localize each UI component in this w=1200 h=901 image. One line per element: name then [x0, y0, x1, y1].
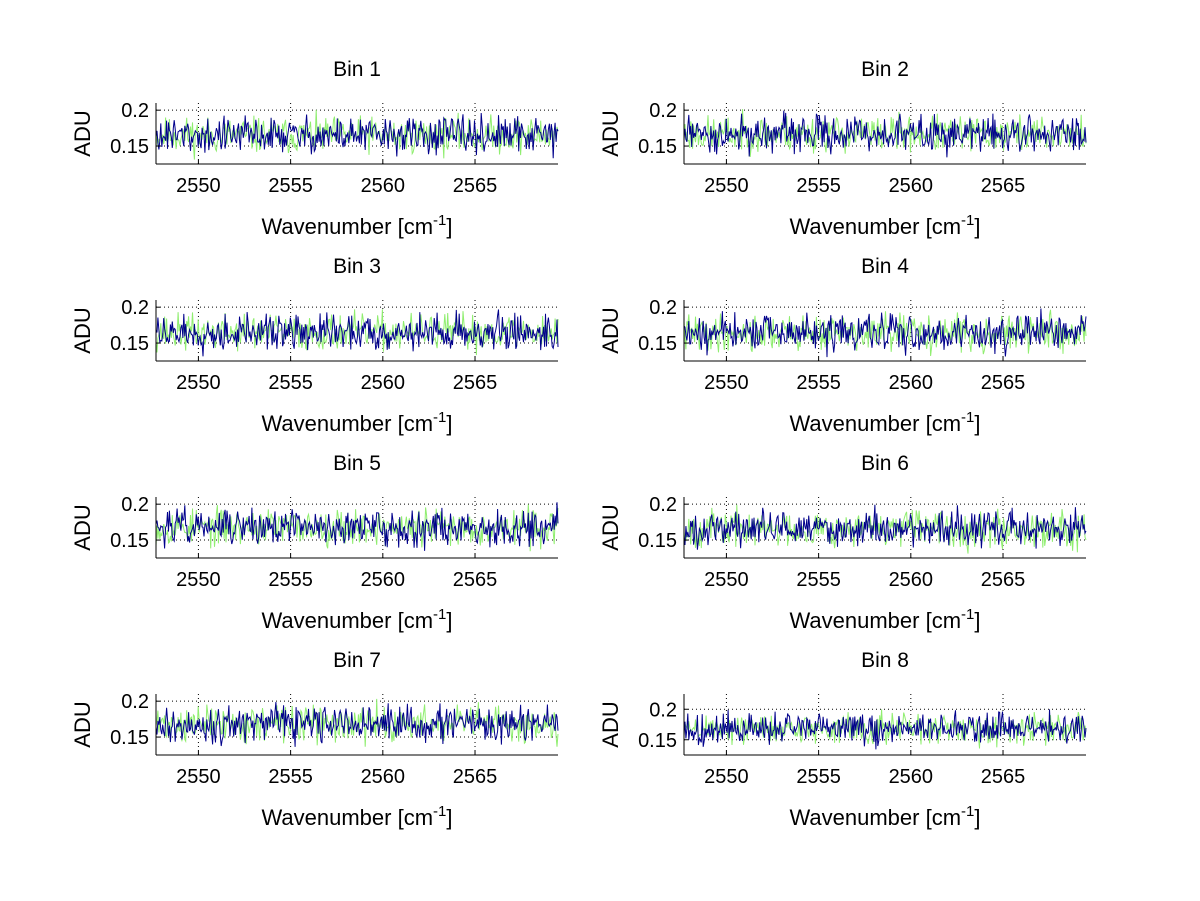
- bin-4-subplot: 2550 2555 2560 2565 0.15 0.2 Bin 4 Wavenumber […: [598, 255, 1087, 436]
- bin-7-y-label: ADU: [70, 701, 95, 747]
- bin-8-y-tick-label: 0.2: [649, 699, 677, 721]
- bin-5-x-tick-label: 2565: [453, 569, 498, 591]
- bin-8-subplot: 2550 2555 2560 2565 0.15 0.2 Bin 8 Wavenumber […: [598, 649, 1087, 830]
- bin-6-y-tick-label: 0.15: [638, 530, 677, 552]
- bin-6-series-blue: [683, 504, 1087, 550]
- bin-6-title: Bin 6: [861, 452, 909, 475]
- bin-4-title: Bin 4: [861, 255, 909, 278]
- bin-3-x-tick-label: 2550: [176, 372, 221, 394]
- bin-5-x-tick-label: 2560: [361, 569, 406, 591]
- bin-4-x-tick-label: 2560: [889, 372, 934, 394]
- bin-1-x-tick-label: 2550: [176, 175, 221, 197]
- bin-3-x-tick-label: 2565: [453, 372, 498, 394]
- bin-6-x-label: Wavenumber [cm-1]: [789, 606, 980, 633]
- bin-1-series-blue: [155, 112, 559, 159]
- bin-6-x-tick-label: 2550: [704, 569, 749, 591]
- bin-8-x-tick-label: 2550: [704, 766, 749, 788]
- bin-5-series-blue: [155, 502, 559, 551]
- bin-1-x-tick-label: 2555: [268, 175, 313, 197]
- bin-1-title: Bin 1: [333, 58, 381, 81]
- bin-2-x-tick-label: 2565: [981, 175, 1026, 197]
- bin-2-x-label: Wavenumber [cm-1]: [789, 212, 980, 239]
- bin-7-series-blue: [155, 702, 559, 747]
- bin-4-x-tick-label: 2550: [704, 372, 749, 394]
- bin-8-x-tick-label: 2560: [889, 766, 934, 788]
- bin-1-x-label: Wavenumber [cm-1]: [261, 212, 452, 239]
- bin-8-x-label: Wavenumber [cm-1]: [789, 803, 980, 830]
- bin-4-x-tick-label: 2565: [981, 372, 1026, 394]
- bin-5-x-tick-label: 2555: [268, 569, 313, 591]
- bin-6-y-label: ADU: [598, 504, 623, 550]
- bin-1-x-tick-label: 2560: [361, 175, 406, 197]
- bin-6-subplot: 2550 2555 2560 2565 0.15 0.2 Bin 6 Wavenumber […: [598, 452, 1087, 633]
- bin-8-x-tick-label: 2555: [796, 766, 841, 788]
- bin-2-y-tick-label: 0.15: [638, 136, 677, 158]
- bin-2-x-tick-label: 2550: [704, 175, 749, 197]
- bin-5-y-tick-label: 0.15: [110, 530, 149, 552]
- bin-6-x-tick-label: 2565: [981, 569, 1026, 591]
- bin-8-series-blue: [683, 709, 1087, 750]
- bin-6-y-tick-label: 0.2: [649, 494, 677, 516]
- bin-2-subplot: 2550 2555 2560 2565 0.15 0.2 Bin 2 Wavenumber […: [598, 58, 1087, 239]
- bin-5-x-label: Wavenumber [cm-1]: [261, 606, 452, 633]
- bin-4-x-tick-label: 2555: [796, 372, 841, 394]
- bin-7-x-label: Wavenumber [cm-1]: [261, 803, 452, 830]
- bin-3-y-label: ADU: [70, 307, 95, 353]
- bin-7-x-tick-label: 2565: [453, 766, 498, 788]
- bin-1-y-label: ADU: [70, 110, 95, 156]
- bin-7-x-tick-label: 2550: [176, 766, 221, 788]
- bin-2-series-blue: [683, 110, 1087, 158]
- bin-2-y-label: ADU: [598, 110, 623, 156]
- bin-2-title: Bin 2: [861, 58, 909, 81]
- bin-1-x-tick-label: 2565: [453, 175, 498, 197]
- bin-7-subplot: 2550 2555 2560 2565 0.15 0.2 Bin 7 Wavenumber […: [70, 649, 559, 830]
- bin-4-x-label: Wavenumber [cm-1]: [789, 409, 980, 436]
- bin-8-x-tick-label: 2565: [981, 766, 1026, 788]
- bin-2-x-tick-label: 2560: [889, 175, 934, 197]
- bin-8-y-tick-label: 0.15: [638, 730, 677, 752]
- bin-3-title: Bin 3: [333, 255, 381, 278]
- bin-2-x-tick-label: 2555: [796, 175, 841, 197]
- bin-3-series-blue: [155, 309, 559, 357]
- bin-3-y-tick-label: 0.15: [110, 333, 149, 355]
- bin-6-x-tick-label: 2560: [889, 569, 934, 591]
- bin-7-x-tick-label: 2560: [361, 766, 406, 788]
- bin-5-x-tick-label: 2550: [176, 569, 221, 591]
- bin-1-y-tick-label: 0.15: [110, 136, 149, 158]
- bin-8-title: Bin 8: [861, 649, 909, 672]
- bin-1-y-tick-label: 0.2: [121, 100, 149, 122]
- bin-7-y-tick-label: 0.15: [110, 727, 149, 749]
- bin-7-y-tick-label: 0.2: [121, 691, 149, 713]
- bin-3-x-tick-label: 2555: [268, 372, 313, 394]
- bin-3-subplot: 2550 2555 2560 2565 0.15 0.2 Bin 3 Wavenumber […: [70, 255, 559, 436]
- bin-3-x-label: Wavenumber [cm-1]: [261, 409, 452, 436]
- bin-7-title: Bin 7: [333, 649, 381, 672]
- bin-2-y-tick-label: 0.2: [649, 100, 677, 122]
- bin-1-subplot: 2550 2555 2560 2565 0.15 0.2 Bin 1 Wavenumber […: [70, 58, 559, 239]
- bin-5-title: Bin 5: [333, 452, 381, 475]
- bin-3-x-tick-label: 2560: [361, 372, 406, 394]
- bin-8-y-label: ADU: [598, 701, 623, 747]
- bin-7-x-tick-label: 2555: [268, 766, 313, 788]
- bin-4-y-label: ADU: [598, 307, 623, 353]
- bin-5-subplot: 2550 2555 2560 2565 0.15 0.2 Bin 5 Wavenumber […: [70, 452, 559, 633]
- bin-6-x-tick-label: 2555: [796, 569, 841, 591]
- bin-5-y-label: ADU: [70, 504, 95, 550]
- bin-5-y-tick-label: 0.2: [121, 494, 149, 516]
- bin-4-y-tick-label: 0.2: [649, 297, 677, 319]
- bin-4-series-blue: [683, 308, 1087, 358]
- bin-4-y-tick-label: 0.15: [638, 333, 677, 355]
- bin-3-y-tick-label: 0.2: [121, 297, 149, 319]
